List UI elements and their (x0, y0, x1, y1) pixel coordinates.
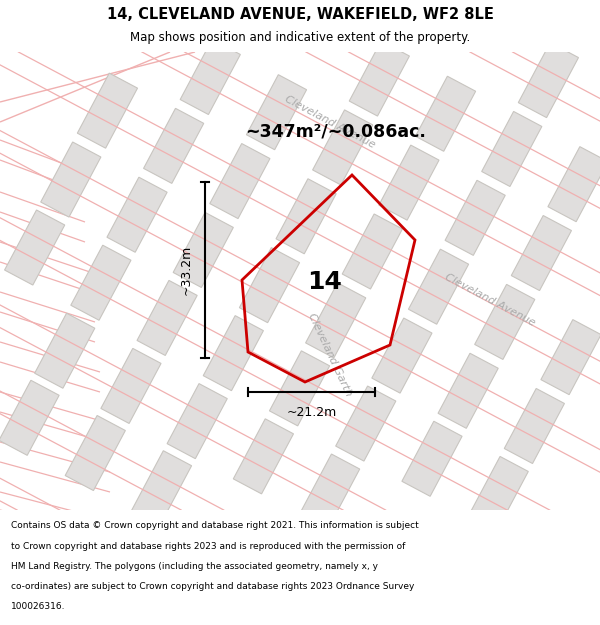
Polygon shape (180, 39, 241, 114)
Text: co-ordinates) are subject to Crown copyright and database rights 2023 Ordnance S: co-ordinates) are subject to Crown copyr… (11, 582, 414, 591)
Text: Map shows position and indicative extent of the property.: Map shows position and indicative extent… (130, 31, 470, 44)
Polygon shape (342, 214, 403, 289)
Text: Cleveland Avenue: Cleveland Avenue (443, 272, 537, 328)
Polygon shape (445, 180, 505, 256)
Polygon shape (101, 348, 161, 424)
Polygon shape (468, 456, 528, 531)
Polygon shape (372, 318, 432, 393)
Polygon shape (210, 144, 270, 219)
Polygon shape (276, 179, 336, 254)
Text: to Crown copyright and database rights 2023 and is reproduced with the permissio: to Crown copyright and database rights 2… (11, 542, 405, 551)
Text: 14: 14 (308, 270, 343, 294)
Polygon shape (313, 110, 373, 185)
Polygon shape (305, 283, 366, 358)
Polygon shape (233, 419, 293, 494)
Text: ~21.2m: ~21.2m (286, 406, 337, 419)
Polygon shape (402, 421, 462, 496)
Polygon shape (41, 142, 101, 217)
Polygon shape (239, 248, 299, 322)
Polygon shape (203, 316, 263, 391)
Polygon shape (511, 216, 571, 291)
Polygon shape (5, 210, 65, 285)
Polygon shape (269, 351, 329, 426)
Polygon shape (409, 249, 469, 324)
Text: ~33.2m: ~33.2m (180, 245, 193, 295)
Text: ~347m²/~0.086ac.: ~347m²/~0.086ac. (245, 123, 426, 141)
Polygon shape (335, 386, 396, 461)
Text: HM Land Registry. The polygons (including the associated geometry, namely x, y: HM Land Registry. The polygons (includin… (11, 562, 378, 571)
Polygon shape (504, 389, 565, 464)
Polygon shape (71, 245, 131, 320)
Polygon shape (137, 281, 197, 356)
Polygon shape (167, 384, 227, 459)
Text: Cleveland Avenue: Cleveland Avenue (283, 94, 377, 150)
Text: 14, CLEVELAND AVENUE, WAKEFIELD, WF2 8LE: 14, CLEVELAND AVENUE, WAKEFIELD, WF2 8LE (107, 6, 493, 21)
Polygon shape (541, 319, 600, 394)
Polygon shape (77, 73, 137, 148)
Polygon shape (518, 42, 578, 118)
Polygon shape (482, 111, 542, 186)
Polygon shape (247, 74, 307, 150)
Polygon shape (438, 353, 498, 428)
Polygon shape (0, 380, 59, 456)
Polygon shape (379, 145, 439, 220)
Polygon shape (65, 416, 125, 491)
Polygon shape (415, 76, 476, 151)
Text: Contains OS data © Crown copyright and database right 2021. This information is : Contains OS data © Crown copyright and d… (11, 521, 419, 531)
Text: Cleveland Garth: Cleveland Garth (307, 312, 353, 398)
Polygon shape (131, 451, 191, 526)
Polygon shape (143, 108, 204, 183)
Polygon shape (107, 177, 167, 252)
Polygon shape (475, 284, 535, 359)
Polygon shape (173, 213, 233, 288)
Polygon shape (35, 313, 95, 388)
Polygon shape (299, 454, 360, 529)
Text: 100026316.: 100026316. (11, 602, 65, 611)
Polygon shape (548, 147, 600, 222)
Polygon shape (349, 41, 409, 116)
